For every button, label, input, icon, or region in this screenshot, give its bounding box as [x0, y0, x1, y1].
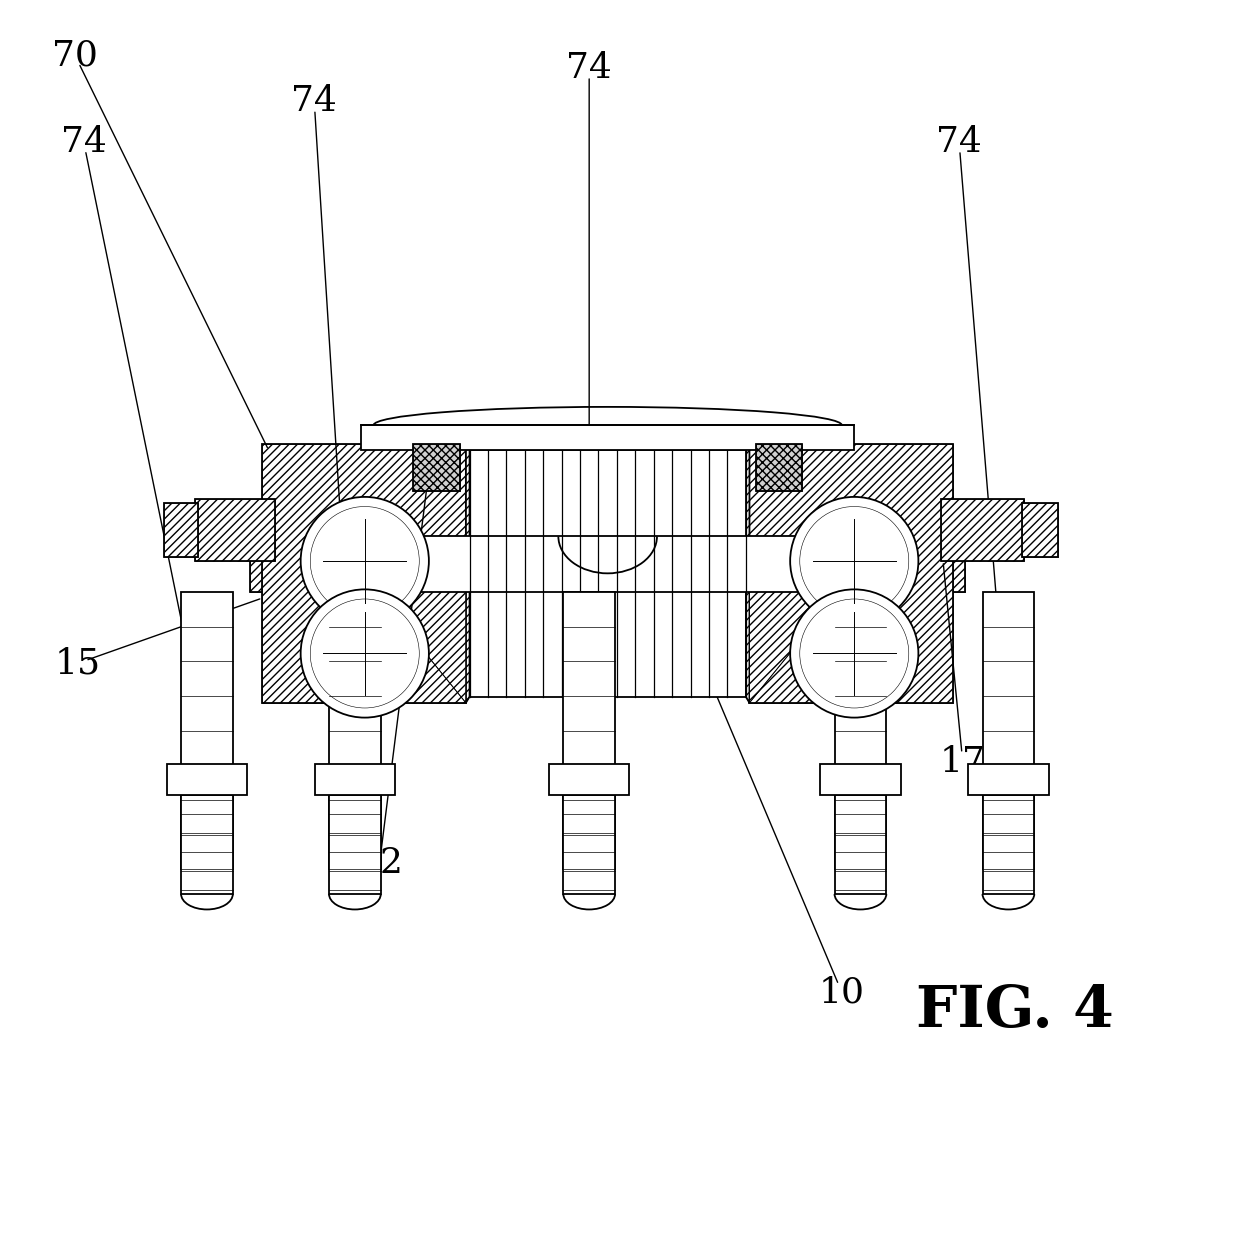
Text: 74: 74: [291, 84, 337, 118]
Polygon shape: [470, 450, 745, 697]
Polygon shape: [315, 764, 396, 795]
Polygon shape: [167, 764, 247, 795]
Polygon shape: [1022, 503, 1058, 557]
Polygon shape: [250, 536, 965, 592]
Text: 17: 17: [940, 745, 986, 779]
Polygon shape: [413, 444, 460, 491]
Polygon shape: [745, 444, 749, 703]
Polygon shape: [361, 425, 854, 450]
Polygon shape: [329, 592, 381, 869]
Polygon shape: [982, 592, 1034, 869]
Text: 74: 74: [61, 125, 107, 159]
Text: 72: 72: [357, 846, 403, 880]
Text: 15: 15: [55, 646, 100, 681]
Polygon shape: [749, 536, 885, 703]
Polygon shape: [821, 764, 900, 795]
Polygon shape: [330, 536, 885, 592]
Polygon shape: [563, 592, 615, 869]
Polygon shape: [263, 444, 466, 703]
Text: 70: 70: [52, 38, 98, 73]
Polygon shape: [941, 499, 1024, 561]
Polygon shape: [164, 503, 198, 557]
Circle shape: [300, 589, 429, 718]
Text: FIG. 4: FIG. 4: [915, 983, 1114, 1039]
Polygon shape: [466, 444, 470, 703]
Polygon shape: [329, 795, 381, 894]
Polygon shape: [195, 499, 275, 561]
Polygon shape: [835, 795, 887, 894]
Circle shape: [790, 497, 919, 625]
Polygon shape: [563, 795, 615, 894]
Text: 74: 74: [936, 125, 982, 159]
Polygon shape: [982, 795, 1034, 894]
Polygon shape: [968, 764, 1049, 795]
Text: 74: 74: [567, 51, 613, 85]
Text: 10: 10: [818, 975, 866, 1010]
Circle shape: [300, 497, 429, 625]
Circle shape: [790, 589, 919, 718]
Polygon shape: [755, 444, 802, 491]
Polygon shape: [181, 795, 233, 894]
Polygon shape: [549, 764, 630, 795]
Polygon shape: [835, 592, 887, 869]
Polygon shape: [749, 444, 952, 703]
Polygon shape: [330, 536, 466, 703]
Polygon shape: [181, 592, 233, 869]
